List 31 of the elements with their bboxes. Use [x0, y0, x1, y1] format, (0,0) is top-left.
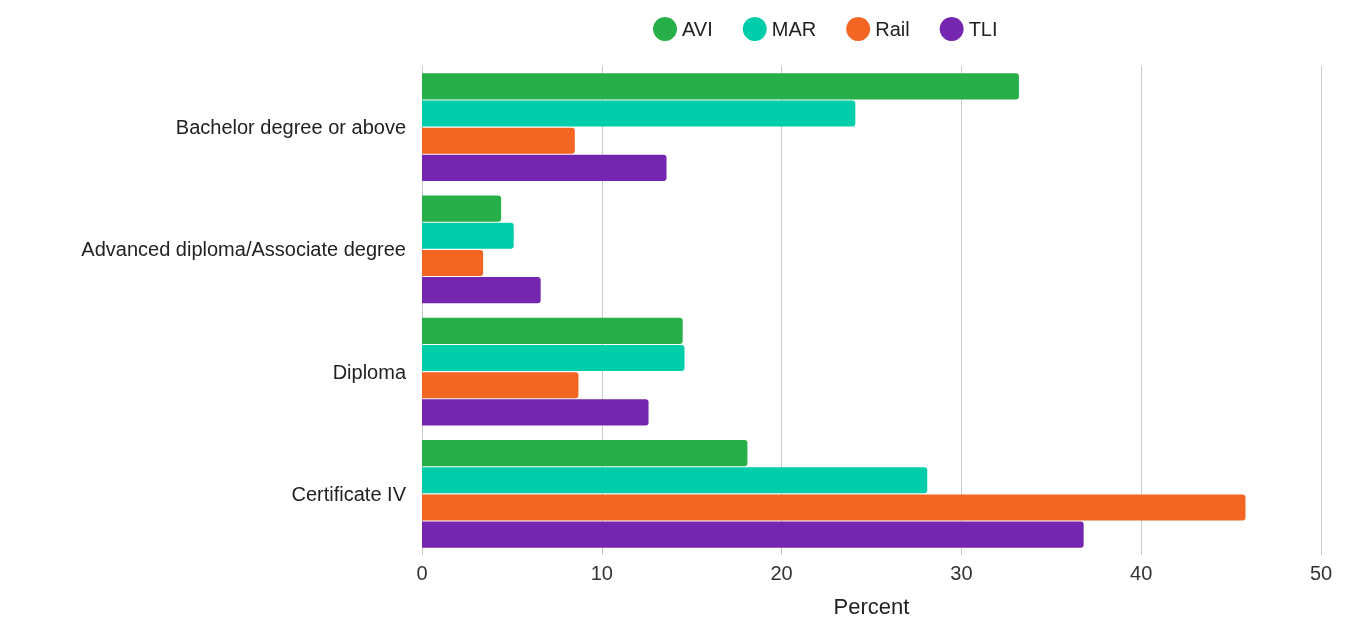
- bar: [422, 277, 541, 304]
- bar: [422, 440, 748, 467]
- y-tick-label: Certificate IV: [291, 482, 407, 505]
- bar: [422, 73, 1019, 100]
- y-tick-label: Bachelor degree or above: [175, 116, 406, 139]
- legend-label: Rail: [875, 18, 910, 40]
- bar: [422, 399, 649, 426]
- x-tick-label: 20: [770, 562, 793, 584]
- bar: [422, 249, 484, 277]
- legend-label: AVI: [682, 18, 713, 40]
- y-tick-label: Advanced diploma/Associate degree: [81, 238, 406, 261]
- legend-label: TLI: [968, 18, 998, 40]
- x-tick-label: 40: [1130, 562, 1153, 584]
- bar: [422, 100, 856, 127]
- legend-label: MAR: [771, 18, 817, 40]
- bar: [422, 154, 667, 181]
- bar: [422, 344, 685, 372]
- bar: [422, 521, 1084, 548]
- x-axis-title: Percent: [833, 593, 910, 619]
- x-tick-label: 30: [950, 562, 973, 584]
- bar: [422, 195, 502, 222]
- y-tick-label: Diploma: [332, 360, 407, 383]
- bar: [422, 467, 928, 494]
- x-tick-label: 0: [416, 562, 428, 584]
- bar: [422, 222, 514, 249]
- x-tick-label: 10: [590, 562, 613, 584]
- bar: [422, 494, 1246, 521]
- bar: [422, 372, 579, 399]
- x-tick-label: 50: [1309, 562, 1333, 584]
- bar: [422, 317, 683, 344]
- bar: [422, 127, 575, 154]
